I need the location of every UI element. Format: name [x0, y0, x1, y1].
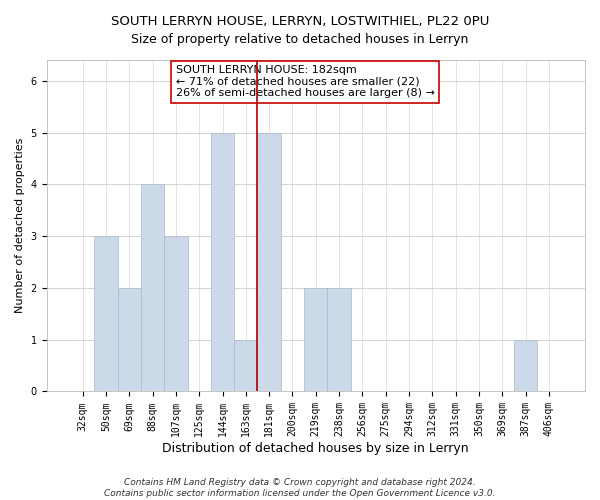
Bar — [328, 288, 351, 392]
Bar — [234, 340, 257, 392]
Bar — [164, 236, 188, 392]
Text: Contains HM Land Registry data © Crown copyright and database right 2024.
Contai: Contains HM Land Registry data © Crown c… — [104, 478, 496, 498]
X-axis label: Distribution of detached houses by size in Lerryn: Distribution of detached houses by size … — [163, 442, 469, 455]
Bar — [257, 132, 281, 392]
Text: Size of property relative to detached houses in Lerryn: Size of property relative to detached ho… — [131, 32, 469, 46]
Bar — [118, 288, 141, 392]
Bar — [514, 340, 537, 392]
Text: SOUTH LERRYN HOUSE, LERRYN, LOSTWITHIEL, PL22 0PU: SOUTH LERRYN HOUSE, LERRYN, LOSTWITHIEL,… — [111, 15, 489, 28]
Bar — [94, 236, 118, 392]
Bar — [211, 132, 234, 392]
Text: SOUTH LERRYN HOUSE: 182sqm
← 71% of detached houses are smaller (22)
26% of semi: SOUTH LERRYN HOUSE: 182sqm ← 71% of deta… — [176, 65, 434, 98]
Y-axis label: Number of detached properties: Number of detached properties — [15, 138, 25, 314]
Bar — [304, 288, 328, 392]
Bar — [141, 184, 164, 392]
